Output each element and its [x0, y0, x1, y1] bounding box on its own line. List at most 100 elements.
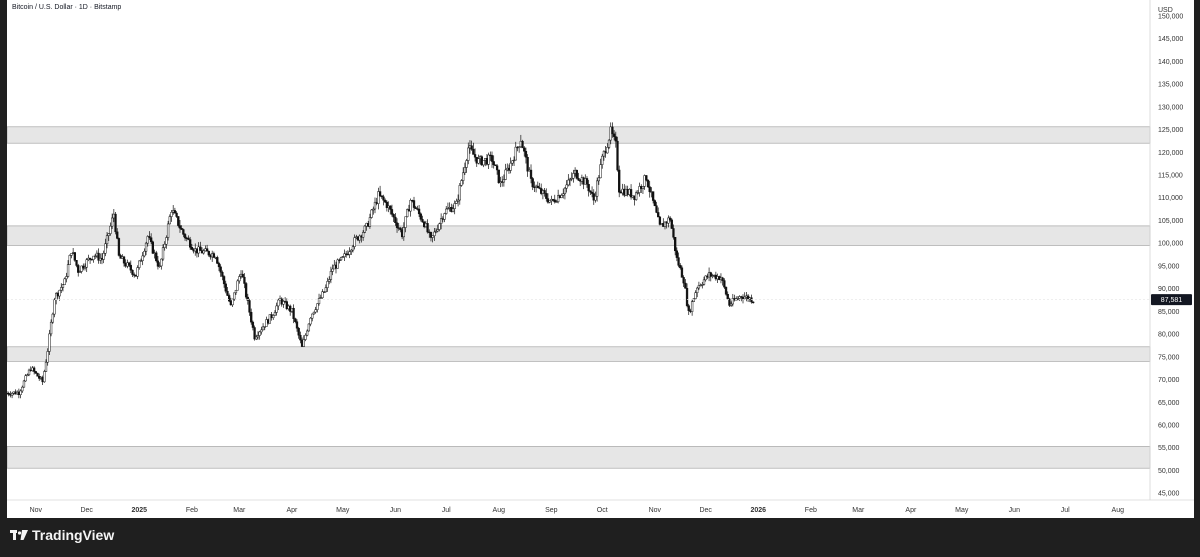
candle-body [412, 200, 416, 208]
symbol-legend[interactable]: Bitcoin / U.S. Dollar · 1D · Bitstamp [12, 4, 122, 11]
candle-body [521, 140, 524, 149]
candle-body [473, 154, 477, 158]
candle-body [667, 217, 670, 224]
candle-body [594, 195, 597, 201]
candle-body [226, 290, 229, 296]
candle-body [329, 271, 333, 280]
candle-body [417, 208, 421, 215]
candle-body [114, 213, 117, 233]
candle-body [36, 372, 39, 377]
candle-body [395, 222, 399, 228]
x-tick-label: Nov [30, 507, 43, 514]
candle-body [189, 239, 192, 248]
x-tick-label: Dec [699, 507, 712, 514]
candle-body [70, 253, 73, 256]
candle-body [219, 266, 222, 273]
price-chart[interactable]: 45,000 50,000 55,000 60,000 65,000 70,000 75,0… [7, 0, 1194, 518]
candle-body [685, 288, 689, 306]
y-tick-label: 120,000 [1158, 150, 1183, 157]
y-tick-label: 80,000 [1158, 332, 1180, 339]
candle-body [148, 236, 151, 238]
candle-body [7, 392, 10, 395]
candle-body [538, 187, 541, 189]
candle-body [178, 225, 182, 229]
candle-body [326, 281, 329, 288]
candle-body [238, 276, 241, 282]
candle-body [92, 255, 95, 260]
candle-body [182, 229, 185, 235]
candle-body [104, 243, 107, 254]
candle-body [394, 216, 397, 223]
candle-body [43, 371, 46, 383]
candle-body [458, 185, 461, 201]
horizontal-zone [7, 446, 1151, 469]
candle-body [439, 218, 443, 224]
candle-body [236, 280, 239, 291]
x-tick-label: May [336, 507, 350, 514]
candle-body [34, 371, 37, 374]
candle-body [351, 246, 355, 251]
candle-body [295, 321, 299, 329]
candle-body [109, 225, 112, 234]
candle-body [136, 267, 139, 277]
candle-body [553, 199, 556, 203]
x-tick-label: Apr [905, 507, 917, 514]
candle-body [256, 335, 260, 338]
candle-body [361, 232, 365, 238]
candle-body [117, 238, 121, 256]
candle-body [170, 211, 173, 217]
candle-body [414, 207, 417, 209]
candle-body [529, 169, 533, 179]
candle-body [482, 160, 485, 166]
candle-body [517, 146, 521, 148]
candle-body [199, 246, 202, 251]
candle-body [212, 253, 216, 258]
candle-body [73, 252, 76, 261]
candle-body [531, 178, 534, 188]
candle-body [80, 265, 83, 272]
candle-body [231, 298, 234, 306]
candle-body [663, 221, 667, 227]
candle-body [302, 339, 305, 347]
candle-body [261, 326, 265, 331]
candle-body [636, 192, 640, 194]
candle-body [216, 257, 219, 264]
candle-body [587, 184, 590, 192]
y-tick-label: 145,000 [1158, 36, 1183, 43]
candle-body [22, 380, 26, 388]
y-tick-label: 100,000 [1158, 241, 1183, 248]
candle-body [546, 198, 550, 203]
candle-body [451, 208, 455, 212]
x-tick-label: Aug [1112, 507, 1125, 514]
candle-body [682, 277, 685, 284]
candle-body [606, 147, 609, 154]
candle-body [504, 169, 507, 180]
candle-body [724, 286, 728, 295]
candle-body [743, 296, 746, 300]
candle-body [65, 276, 68, 280]
candle-body [655, 205, 658, 213]
candle-body [110, 217, 114, 227]
candle-body [429, 232, 433, 238]
tradingview-brand[interactable]: TradingView [10, 527, 114, 543]
candle-body [555, 201, 558, 203]
candle-body [373, 201, 377, 210]
candle-body [389, 205, 392, 210]
candle-body [399, 228, 402, 231]
candle-body [294, 318, 297, 322]
candle-body [577, 178, 580, 181]
candle-body [160, 258, 163, 267]
candle-body [317, 298, 321, 304]
candle-body [353, 237, 356, 247]
candle-body [641, 186, 645, 189]
candle-body [467, 147, 470, 161]
candle-body [612, 133, 616, 137]
candle-body [419, 213, 422, 220]
candle-body [404, 216, 407, 228]
candle-body [463, 167, 467, 174]
candle-body [570, 177, 573, 180]
candle-body [465, 160, 468, 168]
candle-body [217, 263, 221, 268]
candle-body [602, 150, 606, 157]
candle-body [487, 154, 490, 165]
